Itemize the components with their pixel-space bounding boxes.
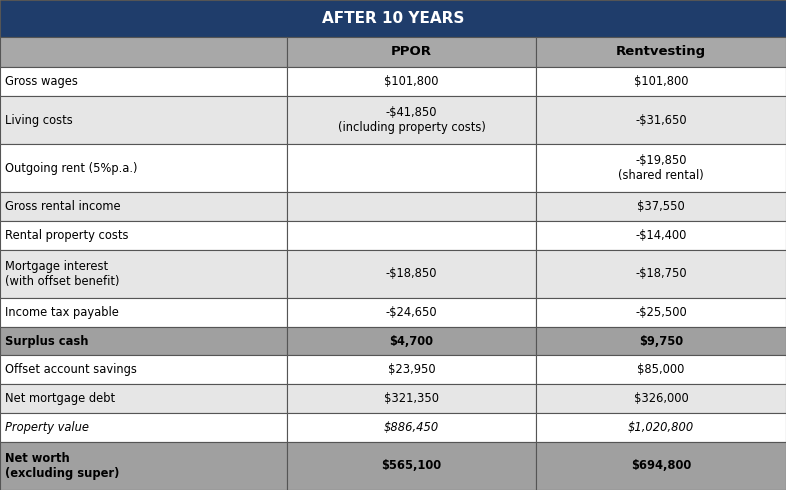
Text: $9,750: $9,750 [639, 335, 683, 347]
Bar [536, 384, 786, 413]
Bar [287, 37, 536, 67]
Text: $4,700: $4,700 [390, 335, 433, 347]
Bar [0, 37, 287, 67]
Bar [536, 221, 786, 250]
Text: -$25,500: -$25,500 [635, 306, 687, 319]
Bar [0, 144, 287, 192]
Bar [536, 413, 786, 442]
Bar [536, 67, 786, 96]
Bar [536, 250, 786, 298]
Bar [0, 221, 287, 250]
Bar [287, 442, 536, 490]
Bar [536, 327, 786, 355]
Text: $694,800: $694,800 [631, 460, 691, 472]
Bar [287, 221, 536, 250]
Bar [536, 192, 786, 221]
Bar [0, 442, 287, 490]
Text: -$41,850
(including property costs): -$41,850 (including property costs) [337, 106, 486, 134]
Bar [536, 96, 786, 144]
Text: $326,000: $326,000 [634, 392, 689, 405]
Text: Living costs: Living costs [5, 114, 73, 126]
Bar [287, 327, 536, 355]
Bar [536, 37, 786, 67]
Text: Net worth
(excluding super): Net worth (excluding super) [5, 452, 119, 480]
Text: -$19,850
(shared rental): -$19,850 (shared rental) [618, 154, 704, 182]
Bar [287, 96, 536, 144]
Bar [287, 298, 536, 327]
Text: $101,800: $101,800 [384, 75, 439, 88]
Bar [287, 67, 536, 96]
Text: -$24,650: -$24,650 [386, 306, 437, 319]
Text: Outgoing rent (5%p.a.): Outgoing rent (5%p.a.) [5, 162, 138, 174]
Text: Rentvesting: Rentvesting [616, 46, 706, 58]
Bar [0, 355, 287, 384]
Bar [0, 413, 287, 442]
Bar [0, 384, 287, 413]
Bar [536, 144, 786, 192]
Text: $23,950: $23,950 [387, 364, 435, 376]
Text: -$14,400: -$14,400 [635, 229, 687, 242]
Bar [0, 250, 287, 298]
Bar [287, 250, 536, 298]
Text: Gross rental income: Gross rental income [5, 200, 120, 213]
Bar [0, 298, 287, 327]
Text: $321,350: $321,350 [384, 392, 439, 405]
Text: Rental property costs: Rental property costs [5, 229, 128, 242]
Text: Net mortgage debt: Net mortgage debt [5, 392, 115, 405]
Bar [0, 96, 287, 144]
Text: -$18,750: -$18,750 [635, 268, 687, 280]
Bar [287, 144, 536, 192]
Text: Gross wages: Gross wages [5, 75, 78, 88]
Bar [287, 192, 536, 221]
Bar [287, 413, 536, 442]
Text: $101,800: $101,800 [634, 75, 689, 88]
Text: -$18,850: -$18,850 [386, 268, 437, 280]
Bar [0, 327, 287, 355]
Text: $85,000: $85,000 [637, 364, 685, 376]
Bar [536, 355, 786, 384]
Text: PPOR: PPOR [391, 46, 432, 58]
Text: AFTER 10 YEARS: AFTER 10 YEARS [321, 11, 465, 26]
Text: $37,550: $37,550 [637, 200, 685, 213]
Text: $886,450: $886,450 [384, 421, 439, 434]
Text: Surplus cash: Surplus cash [5, 335, 89, 347]
Text: $565,100: $565,100 [381, 460, 442, 472]
Text: Offset account savings: Offset account savings [5, 364, 137, 376]
Bar [0, 192, 287, 221]
Text: Property value: Property value [5, 421, 89, 434]
Text: -$31,650: -$31,650 [635, 114, 687, 126]
Text: Income tax payable: Income tax payable [5, 306, 119, 319]
Bar [536, 442, 786, 490]
Bar [536, 298, 786, 327]
Text: Mortgage interest
(with offset benefit): Mortgage interest (with offset benefit) [5, 260, 119, 288]
Bar [287, 355, 536, 384]
Bar [0, 67, 287, 96]
Bar [287, 384, 536, 413]
Text: $1,020,800: $1,020,800 [628, 421, 694, 434]
Bar [0, 0, 786, 37]
